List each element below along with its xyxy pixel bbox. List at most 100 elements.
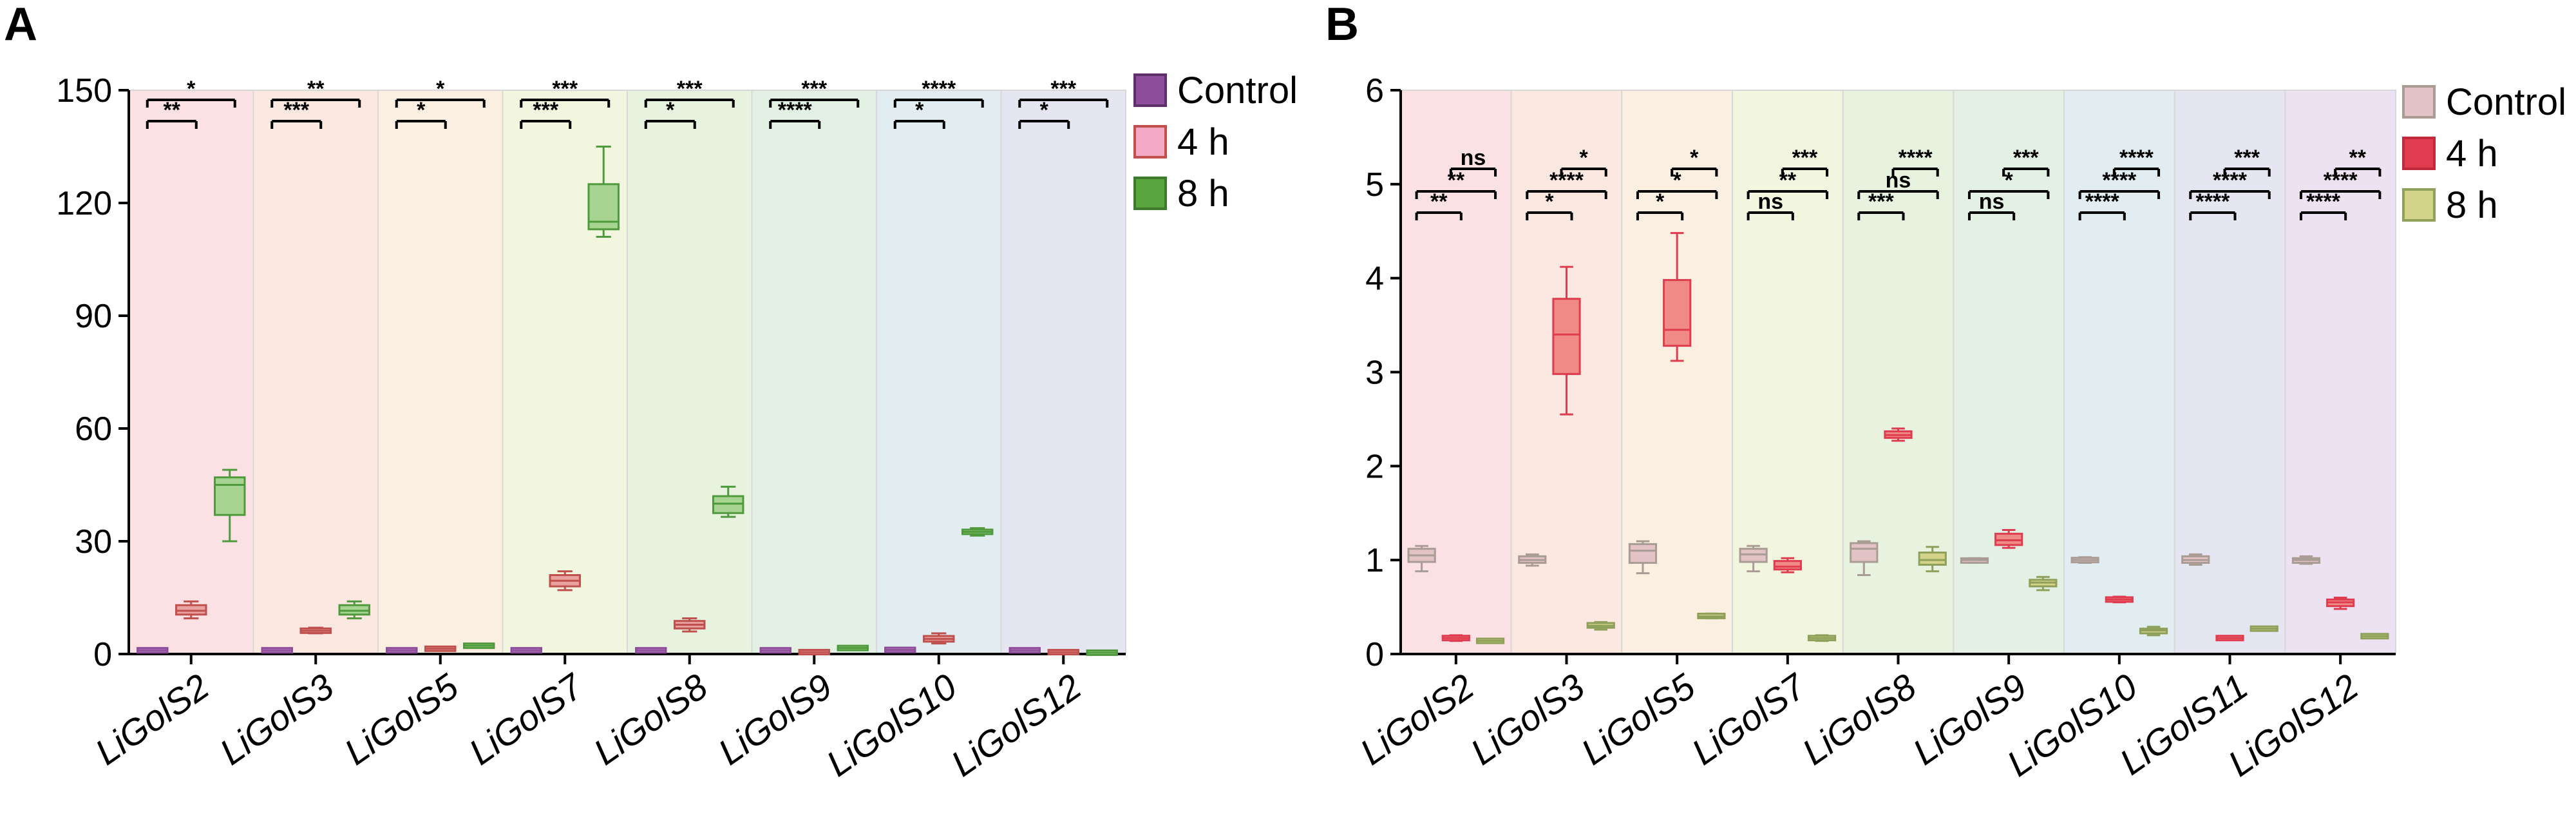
box-control (1628, 543, 1658, 564)
significance-label: *** (552, 77, 578, 101)
legend-swatch (1133, 177, 1167, 210)
significance-label: ns (1886, 168, 1911, 193)
significance-label: ns (1979, 189, 2005, 214)
significance-label: * (1690, 146, 1699, 170)
significance-label: * (1040, 98, 1049, 122)
significance-label: **** (2213, 168, 2248, 193)
x-tick-label: LiGolS8 (586, 666, 714, 773)
legend-label: 8 h (2446, 184, 2498, 226)
significance-label: **** (1549, 168, 1584, 193)
box-4-h (1773, 560, 1802, 571)
y-tick-label: 2 (1365, 448, 1384, 485)
x-tick-label: LiGolS3 (1463, 666, 1591, 773)
y-tick-label: 4 (1365, 260, 1384, 298)
category-band (627, 90, 753, 655)
significance-label: ** (164, 98, 181, 122)
significance-label: * (187, 77, 196, 101)
y-tick-label: 1 (1365, 542, 1384, 579)
box-control (1850, 542, 1879, 563)
significance-label: * (417, 98, 426, 122)
significance-label: **** (2119, 146, 2154, 170)
chart-panel-a: 0306090120150LiGolS2LiGolS3LiGolS5LiGolS… (56, 70, 1298, 784)
x-tick-label: LiGolS12 (943, 666, 1088, 784)
legend-label: 4 h (1177, 121, 1229, 163)
chart-panel-b: 0 1 2 3 4 5 6 LiGolS2LiGolS3LiGolS5LiGolS7LiGol… (1352, 72, 2566, 784)
y-tick-label: 6 (1365, 72, 1384, 110)
x-tick-label: LiGolS5 (337, 666, 466, 773)
box-4-h (1663, 279, 1692, 347)
significance-label: * (666, 98, 675, 122)
significance-label: **** (1899, 146, 1933, 170)
significance-label: ** (1779, 168, 1797, 193)
x-tick-label: LiGolS3 (213, 666, 341, 773)
legend-swatch (1133, 73, 1167, 107)
y-tick-label: 120 (56, 185, 112, 222)
y-tick-label: 3 (1365, 354, 1384, 392)
category-band (1000, 90, 1126, 655)
x-tick-label: LiGolS10 (819, 666, 964, 784)
significance-label: ns (1757, 189, 1783, 214)
significance-label: **** (922, 77, 956, 101)
panel-letter-b: B (1325, 0, 1359, 50)
category-band (502, 90, 628, 655)
significance-label: * (2005, 168, 2014, 193)
x-tick-label: LiGolS8 (1795, 666, 1923, 773)
significance-label: *** (1868, 189, 1894, 214)
significance-label: * (915, 98, 924, 122)
x-tick-label: LiGolS9 (711, 666, 839, 773)
significance-label: *** (2234, 146, 2260, 170)
category-band (377, 90, 504, 655)
significance-label: *** (677, 77, 703, 101)
legend-swatch (2402, 85, 2436, 119)
y-tick-label: 90 (75, 298, 112, 335)
significance-label: * (1545, 189, 1554, 214)
x-tick-label: LiGolS7 (1684, 665, 1814, 773)
x-tick-label: LiGolS5 (1574, 666, 1703, 773)
category-band (751, 90, 877, 655)
significance-label: **** (778, 98, 813, 122)
legend-label: 4 h (2446, 133, 2498, 175)
significance-label: **** (2306, 189, 2341, 214)
y-tick-label: 30 (75, 523, 112, 561)
y-tick-label: 150 (56, 72, 112, 110)
legend-label: Control (2446, 81, 2566, 123)
significance-label: *** (1792, 146, 1818, 170)
y-tick-label: 5 (1365, 166, 1384, 204)
significance-label: *** (2013, 146, 2039, 170)
x-tick-label: LiGolS2 (1352, 666, 1481, 773)
significance-label: ** (307, 77, 325, 101)
x-tick-label: LiGolS2 (88, 666, 216, 773)
box-8-h (1918, 552, 1947, 566)
legend-label: 8 h (1177, 173, 1229, 215)
significance-label: *** (801, 77, 827, 101)
x-tick-label: LiGolS7 (462, 665, 591, 773)
category-band (252, 90, 379, 655)
significance-label: ns (1461, 146, 1486, 170)
box-4-h (1552, 298, 1581, 375)
legend-swatch (2402, 188, 2436, 222)
significance-label: **** (2085, 189, 2120, 214)
y-tick-label: 0 (1365, 636, 1384, 673)
box-8-h (214, 476, 246, 516)
significance-label: * (436, 77, 445, 101)
legend-swatch (2402, 137, 2436, 170)
significance-label: * (1656, 189, 1665, 214)
legend-swatch (1133, 125, 1167, 159)
significance-label: *** (1050, 77, 1076, 101)
significance-label: * (1579, 146, 1588, 170)
significance-label: **** (2324, 168, 2358, 193)
significance-label: **** (2102, 168, 2137, 193)
category-band (128, 90, 254, 655)
significance-label: ** (1448, 168, 1465, 193)
significance-label: *** (283, 98, 309, 122)
category-band (876, 90, 1002, 655)
significance-label: **** (2195, 189, 2230, 214)
y-tick-label: 60 (75, 410, 112, 448)
significance-label: * (1673, 168, 1682, 193)
legend-label: Control (1177, 70, 1298, 111)
panel-letter-a: A (4, 0, 37, 50)
significance-label: *** (533, 98, 558, 122)
y-tick-label: 0 (93, 636, 112, 673)
significance-label: ** (2349, 146, 2367, 170)
